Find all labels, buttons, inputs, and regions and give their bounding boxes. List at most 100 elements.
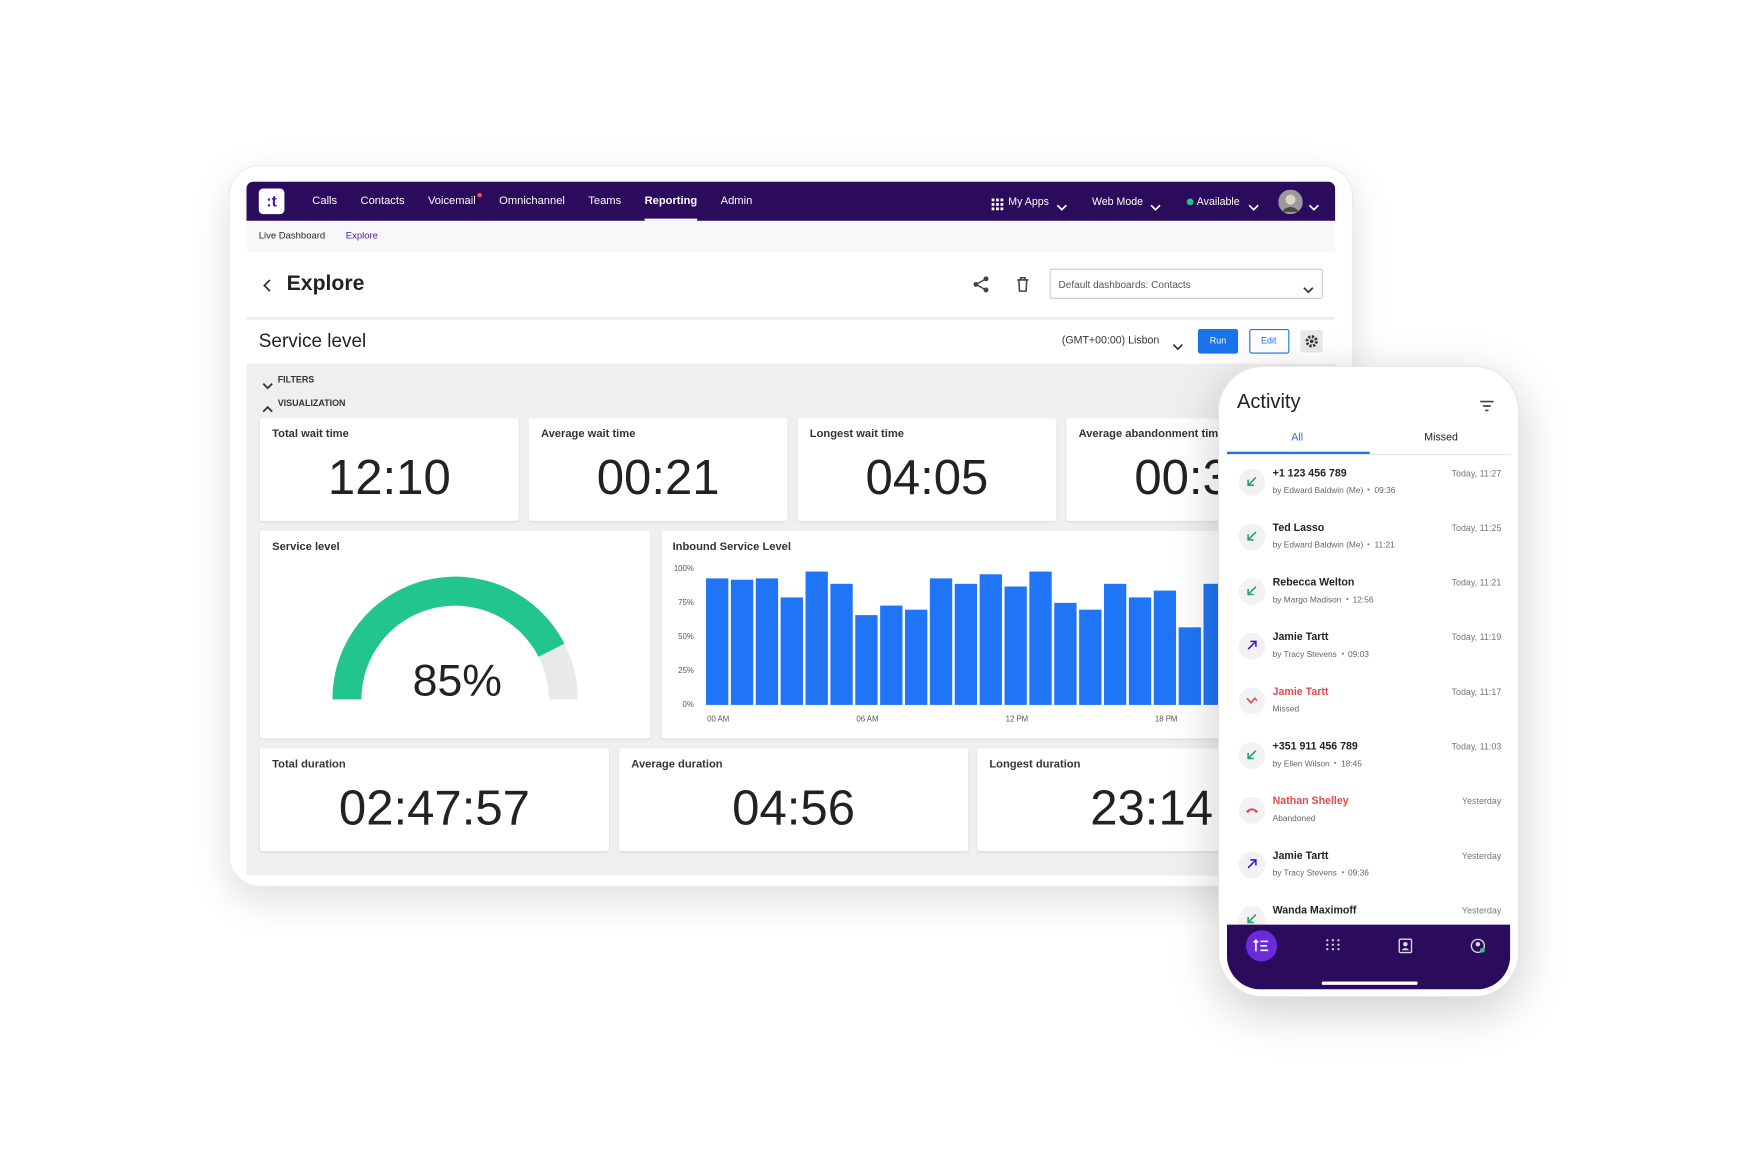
run-button[interactable]: Run <box>1197 329 1239 354</box>
timezone[interactable]: (GMT+00:00) Lisbon <box>1061 334 1160 348</box>
activity-item[interactable]: Rebecca Welton Today, 11:21 by Margo Madis… <box>1227 573 1510 628</box>
call-detail: Missed <box>1273 702 1496 715</box>
back-chevron[interactable] <box>262 278 273 292</box>
activity-item[interactable]: Wanda Maximoff Yesterday <box>1227 901 1510 925</box>
sub-nav <box>246 220 1336 253</box>
separator-dot <box>1341 871 1344 874</box>
separator-dot <box>1345 597 1349 601</box>
call-duration: 09:36 <box>1347 867 1369 878</box>
gauge-value-label: 85% <box>413 657 502 706</box>
activity-item[interactable]: Nathan Shelley Yesterday Abandoned <box>1227 792 1510 847</box>
nav-item[interactable]: Omnichannel <box>499 195 565 208</box>
nav-right-item[interactable]: Available <box>1196 196 1240 209</box>
x-tick-label: 18 PM <box>1155 714 1178 723</box>
call-by: by Ellen Wilson <box>1272 757 1330 768</box>
nav-contacts[interactable] <box>1398 938 1414 954</box>
nav-item[interactable]: Voicemail <box>428 182 482 221</box>
nav-activity[interactable] <box>1245 930 1278 962</box>
nav-right-item[interactable]: Web Mode <box>1091 196 1144 209</box>
contact-name: Jamie Tartt <box>1272 850 1329 863</box>
phone-screen: Activity All Missed +1 123 456 789 Today, 11… <box>1226 376 1511 990</box>
nav-activity-glyph <box>1245 930 1278 962</box>
stat-card: Average wait time 00:21 <box>528 418 788 521</box>
y-tick-label: 100% <box>674 564 694 573</box>
nav-item[interactable]: Reporting <box>644 182 698 221</box>
section-chevron[interactable] <box>262 376 273 390</box>
call-icon <box>1238 906 1266 925</box>
activity-item[interactable]: +351 911 456 789 Today, 11:03 by Ellen Wil… <box>1227 737 1510 792</box>
bar <box>706 578 729 705</box>
settings-button[interactable] <box>1300 330 1323 353</box>
timezone-chevron <box>1172 337 1183 351</box>
call-icon-glyph <box>1238 523 1266 551</box>
breadcrumb[interactable]: Live Dashboard <box>258 229 326 241</box>
x-tick-label: 06 AM <box>856 714 878 723</box>
breadcrumb[interactable]: Explore <box>345 229 378 241</box>
back-chevron-glyph <box>263 279 271 292</box>
activity-list: +1 123 456 789 Today, 11:27 by Edward Bald… <box>1227 455 1510 925</box>
bar <box>1128 597 1152 705</box>
call-time: Today, 11:21 <box>1451 578 1502 589</box>
call-duration: 09:36 <box>1374 484 1396 495</box>
stat-value: 12:10 <box>327 450 451 506</box>
bar <box>929 578 953 705</box>
filter-icon-glyph <box>1480 400 1494 412</box>
edit-button[interactable]: Edit <box>1249 329 1290 354</box>
tab[interactable]: Missed <box>1424 431 1458 444</box>
notification-dot <box>476 192 482 198</box>
chart-title: Inbound Service Level <box>672 540 791 554</box>
stat-label: Average wait time <box>540 428 636 441</box>
contact-name: +351 911 456 789 <box>1272 740 1358 754</box>
report-bar <box>246 320 1336 364</box>
section-chevron[interactable] <box>262 399 273 413</box>
delete-icon[interactable] <box>1016 276 1029 293</box>
nav-item[interactable]: Teams <box>588 195 622 208</box>
stat-card: Average duration 04:56 <box>619 748 969 852</box>
bar <box>730 579 754 705</box>
activity-item[interactable]: +1 123 456 789 Today, 11:27 by Edward Bald… <box>1227 464 1510 519</box>
select-chevron <box>1303 280 1314 294</box>
status-dot <box>1186 198 1194 206</box>
nav-contacts-glyph <box>1398 938 1413 954</box>
call-icon <box>1238 578 1266 606</box>
tab[interactable]: All <box>1291 431 1304 444</box>
call-icon-glyph <box>1238 742 1266 770</box>
filter-icon[interactable] <box>1480 397 1494 412</box>
bottom-nav <box>1226 924 1511 990</box>
settings-button-glyph <box>1300 330 1323 353</box>
call-duration: 12:56 <box>1352 593 1374 604</box>
logo-text: :t <box>266 191 277 210</box>
tabs-divider <box>1226 453 1511 456</box>
call-time: Today, 11:03 <box>1451 742 1502 753</box>
nav-keypad[interactable] <box>1325 938 1341 954</box>
stat-label: Total wait time <box>272 428 349 441</box>
stat-card: Longest wait time 04:05 <box>797 418 1057 521</box>
call-by: by Margo Madison <box>1272 593 1342 604</box>
nav-items: Calls Contacts Voicemail Omnichannel Teams Re… <box>312 182 780 221</box>
x-tick-label: 12 PM <box>1006 714 1029 723</box>
activity-item[interactable]: Jamie Tartt Today, 11:17 Missed <box>1227 683 1510 738</box>
section-toggle[interactable]: FILTERS <box>277 375 315 386</box>
share-icon[interactable] <box>973 275 991 293</box>
activity-item[interactable]: Jamie Tartt Yesterday by Tracy Stevens 09:3… <box>1227 847 1510 902</box>
x-tick-label: 00 AM <box>707 714 729 723</box>
nav-item[interactable]: Contacts <box>360 195 405 208</box>
activity-item[interactable]: Ted Lasso Today, 11:25 by Edward Baldwin (… <box>1227 519 1510 574</box>
share-icon-glyph <box>973 276 989 293</box>
nav-item[interactable]: Calls <box>312 195 338 208</box>
section-toggle[interactable]: VISUALIZATION <box>277 398 346 409</box>
nav-item[interactable]: Admin <box>720 195 753 208</box>
contact-name: Jamie Tartt <box>1272 686 1329 699</box>
nav-profile-glyph <box>1470 938 1486 953</box>
nav-right-item[interactable]: My Apps <box>1008 196 1049 209</box>
dashboard-select[interactable]: Default dashboards: Contacts <box>1049 268 1323 299</box>
avatar[interactable] <box>1278 189 1303 215</box>
activity-item[interactable]: Jamie Tartt Today, 11:19 by Tracy Stevens 0… <box>1227 628 1510 683</box>
contact-name: Jamie Tartt <box>1272 631 1329 644</box>
call-time: Yesterday <box>1461 906 1502 917</box>
bar <box>954 583 978 705</box>
stat-value: 02:47:57 <box>338 780 530 836</box>
nav-profile[interactable] <box>1470 938 1486 954</box>
